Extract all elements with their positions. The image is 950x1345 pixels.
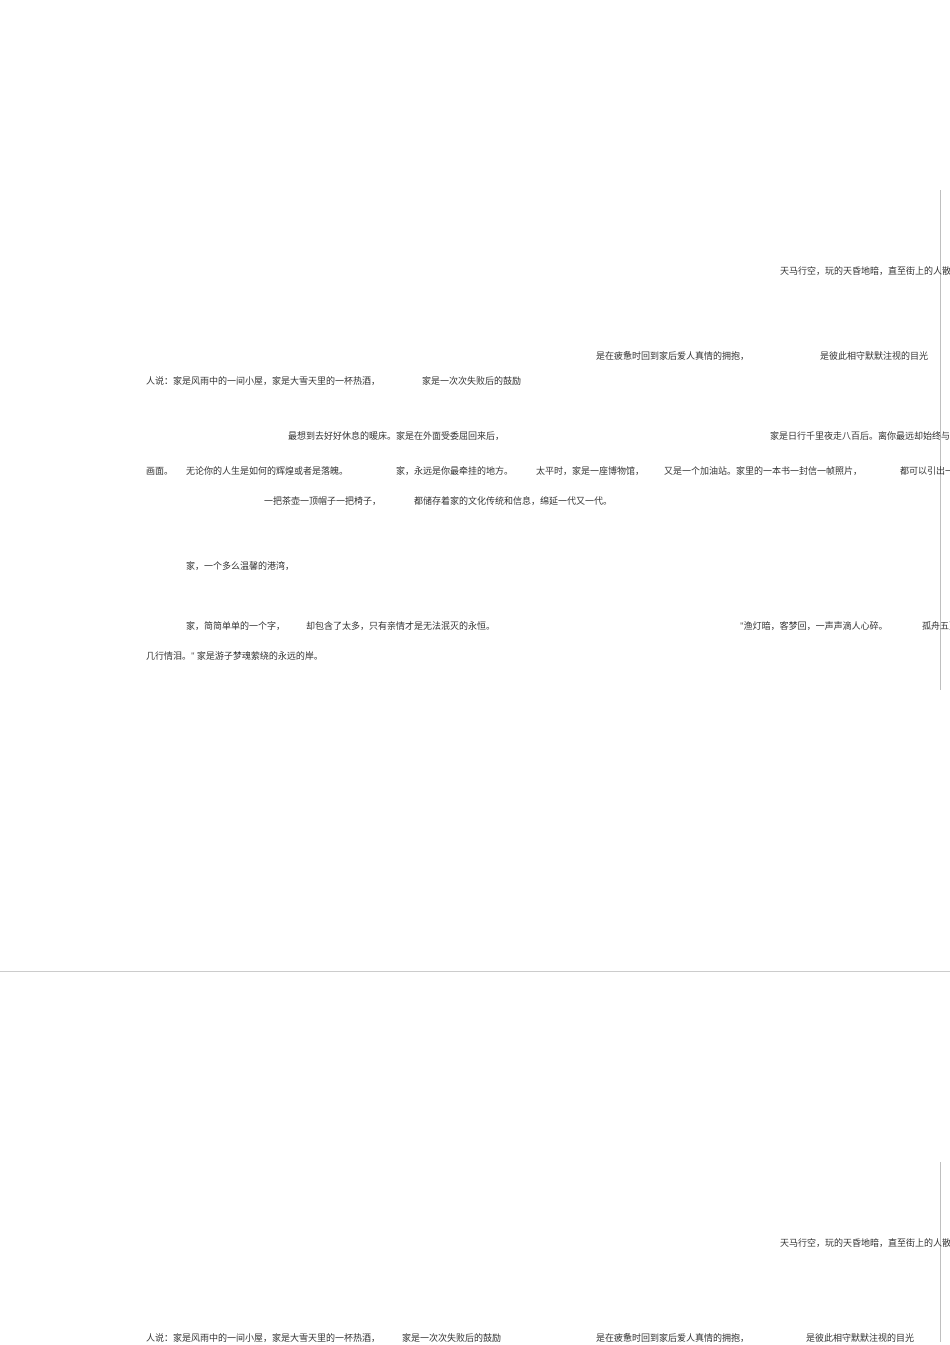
p1-line-4a: 最想到去好好休息的暖床。家是在外面受委屈回来后， (288, 430, 504, 443)
p1-line-8c: "渔灯暗，客梦回，一声声滴人心碎。 (740, 620, 888, 633)
p1-line-8d: 孤舟五更家万里，是离人 (922, 620, 950, 633)
p1-line-5c: 家，永远是你最牵挂的地方。 (396, 465, 513, 478)
p1-line-2a: 是在疲惫时回到家后爱人真情的拥抱， (596, 350, 749, 363)
p2-line-1: 天马行空，玩的天昏地暗，直至街上的人散去， (780, 1237, 950, 1250)
p1-line-8a: 家，简简单单的一个字， (186, 620, 285, 633)
p1-line-7: 家，一个多么温馨的港湾， (186, 560, 294, 573)
p1-line-5a: 画面。 (146, 465, 173, 478)
p1-line-5d: 太平时，家是一座博物馆， (536, 465, 644, 478)
page-2: 天马行空，玩的天昏地暗，直至街上的人散去，人说：家是风雨中的一间小屋，家是大雪天… (0, 972, 950, 1344)
p1-line-2b: 是彼此相守默默注视的目光 (820, 350, 928, 363)
page-2-right-border (940, 1162, 941, 1342)
p1-line-3a: 人说：家是风雨中的一间小屋，家是大雪天里的一杯热酒， (146, 375, 380, 388)
p1-line-6a: 一把茶壶一顶帽子一把椅子， (264, 495, 381, 508)
page-1: 天马行空，玩的天昏地暗，直至街上的人散去， 是在疲惫时回到家后爱人真情的拥抱， 是彼… (0, 0, 950, 971)
p1-line-9: 几行情泪。" 家是游子梦魂萦绕的永远的岸。 (146, 650, 323, 663)
p1-line-3b: 家是一次次失败后的鼓励 (422, 375, 521, 388)
p1-line-5f: 都可以引出一段属于你们家的 (900, 465, 950, 478)
p1-line-5e: 又是一个加油站。家里的一本书一封信一帧照片， (664, 465, 862, 478)
p1-line-8b: 却包含了太多，只有亲情才是无法泯灭的永恒。 (306, 620, 495, 633)
p1-line-1: 天马行空，玩的天昏地暗，直至街上的人散去， (780, 265, 950, 278)
p1-line-5b: 无论你的人生是如何的辉煌或者是落魄。 (186, 465, 348, 478)
p1-line-6b: 都储存着家的文化传统和信息，绵延一代又一代。 (414, 495, 612, 508)
p1-line-4b: 家是日行千里夜走八百后。离你最远却始终与你记忆最近的 (770, 430, 950, 443)
